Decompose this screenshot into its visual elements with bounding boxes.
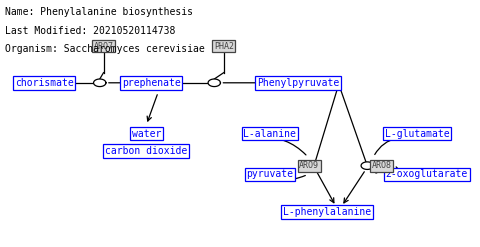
Text: L-phenylalanine: L-phenylalanine [283,207,371,217]
Polygon shape [208,79,220,87]
Text: carbon dioxide: carbon dioxide [105,146,187,156]
Text: ARO8: ARO8 [372,161,392,170]
Text: Last Modified: 20210520114738: Last Modified: 20210520114738 [5,26,175,36]
Text: 2-oxoglutarate: 2-oxoglutarate [385,169,468,179]
Text: water: water [132,129,161,139]
Text: chorismate: chorismate [15,78,73,88]
Text: pyruvate: pyruvate [246,169,293,179]
Text: prephenate: prephenate [122,78,180,88]
Polygon shape [361,162,373,169]
Text: ARO9: ARO9 [300,161,319,170]
Text: ARO7: ARO7 [94,42,114,51]
Text: Name: Phenylalanine biosynthesis: Name: Phenylalanine biosynthesis [5,7,193,17]
Text: PHA2: PHA2 [214,42,234,51]
Text: Organism: Saccharomyces cerevisiae: Organism: Saccharomyces cerevisiae [5,44,204,54]
Polygon shape [94,79,106,87]
Text: L-alanine: L-alanine [243,129,296,139]
Polygon shape [308,162,320,169]
Text: Phenylpyruvate: Phenylpyruvate [257,78,339,88]
Text: L-glutamate: L-glutamate [385,129,449,139]
